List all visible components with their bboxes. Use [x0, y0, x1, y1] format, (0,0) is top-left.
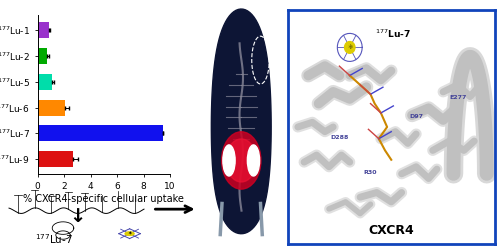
Text: Tumor: Tumor: [268, 52, 274, 68]
Text: $^{177}$Lu-7: $^{177}$Lu-7: [35, 232, 73, 246]
Circle shape: [125, 232, 134, 235]
Bar: [38, 74, 52, 90]
Ellipse shape: [222, 132, 261, 189]
Ellipse shape: [248, 145, 260, 176]
Bar: [38, 48, 48, 64]
X-axis label: % CXCR4-specific cellular uptake: % CXCR4-specific cellular uptake: [24, 194, 184, 204]
Bar: [38, 22, 49, 38]
Text: D97: D97: [409, 114, 423, 119]
Bar: [38, 125, 164, 141]
Bar: [38, 151, 72, 167]
Polygon shape: [212, 9, 271, 234]
Ellipse shape: [226, 139, 256, 182]
Text: ↓: ↓: [70, 207, 86, 226]
Text: D288: D288: [330, 135, 348, 140]
Ellipse shape: [223, 145, 235, 176]
Text: CXCR4: CXCR4: [368, 224, 414, 237]
Text: E277: E277: [449, 95, 466, 100]
Text: R30: R30: [364, 170, 378, 175]
Text: ✶: ✶: [128, 231, 132, 236]
Text: $^{177}$Lu-7: $^{177}$Lu-7: [374, 27, 410, 40]
Bar: [38, 100, 64, 116]
Circle shape: [344, 42, 355, 53]
Text: ⚛: ⚛: [347, 45, 352, 50]
